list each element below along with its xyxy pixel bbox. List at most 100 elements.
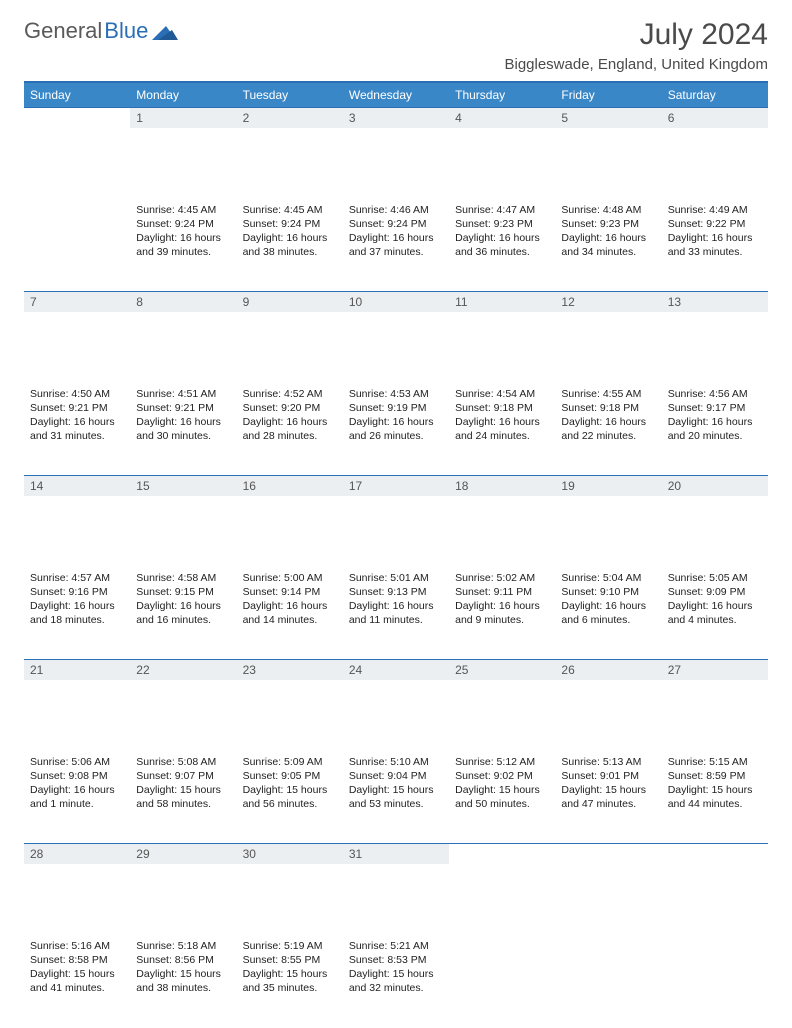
day-body-cell: Sunrise: 5:08 AMSunset: 9:07 PMDaylight:… bbox=[130, 752, 236, 844]
day-body: Sunrise: 4:48 AMSunset: 9:23 PMDaylight:… bbox=[555, 200, 661, 266]
day-body: Sunrise: 5:00 AMSunset: 9:14 PMDaylight:… bbox=[237, 568, 343, 634]
day-line: Daylight: 16 hours and 31 minutes. bbox=[30, 415, 124, 443]
day-body: Sunrise: 4:52 AMSunset: 9:20 PMDaylight:… bbox=[237, 384, 343, 450]
day-body-cell: Sunrise: 4:49 AMSunset: 9:22 PMDaylight:… bbox=[662, 200, 768, 292]
day-number-cell bbox=[555, 844, 661, 936]
week-body-row: Sunrise: 4:50 AMSunset: 9:21 PMDaylight:… bbox=[24, 384, 768, 476]
day-body-cell: Sunrise: 5:10 AMSunset: 9:04 PMDaylight:… bbox=[343, 752, 449, 844]
day-line: Sunset: 9:24 PM bbox=[349, 217, 443, 231]
day-number-cell bbox=[24, 108, 130, 200]
day-number bbox=[662, 844, 768, 850]
day-line: Daylight: 16 hours and 34 minutes. bbox=[561, 231, 655, 259]
day-line: Sunset: 9:23 PM bbox=[561, 217, 655, 231]
day-number-cell: 29 bbox=[130, 844, 236, 936]
day-line: Daylight: 16 hours and 22 minutes. bbox=[561, 415, 655, 443]
day-line: Daylight: 16 hours and 37 minutes. bbox=[349, 231, 443, 259]
day-number-cell: 8 bbox=[130, 292, 236, 384]
day-line: Sunrise: 4:55 AM bbox=[561, 387, 655, 401]
day-number-cell: 10 bbox=[343, 292, 449, 384]
calendar-table: SundayMondayTuesdayWednesdayThursdayFrid… bbox=[24, 81, 768, 1028]
day-number: 29 bbox=[130, 844, 236, 864]
day-line: Sunrise: 4:51 AM bbox=[136, 387, 230, 401]
day-body-cell: Sunrise: 4:50 AMSunset: 9:21 PMDaylight:… bbox=[24, 384, 130, 476]
day-line: Daylight: 16 hours and 16 minutes. bbox=[136, 599, 230, 627]
day-line: Sunrise: 5:18 AM bbox=[136, 939, 230, 953]
day-line: Sunset: 9:15 PM bbox=[136, 585, 230, 599]
day-line: Sunset: 9:09 PM bbox=[668, 585, 762, 599]
day-line: Daylight: 15 hours and 35 minutes. bbox=[243, 967, 337, 995]
day-body: Sunrise: 5:09 AMSunset: 9:05 PMDaylight:… bbox=[237, 752, 343, 818]
day-number-cell: 14 bbox=[24, 476, 130, 568]
day-body-cell: Sunrise: 4:54 AMSunset: 9:18 PMDaylight:… bbox=[449, 384, 555, 476]
day-line: Sunrise: 5:02 AM bbox=[455, 571, 549, 585]
day-number-cell: 7 bbox=[24, 292, 130, 384]
day-line: Sunrise: 5:12 AM bbox=[455, 755, 549, 769]
logo-icon bbox=[152, 22, 178, 40]
day-line: Sunrise: 4:45 AM bbox=[243, 203, 337, 217]
location: Biggleswade, England, United Kingdom bbox=[504, 56, 768, 73]
day-number-cell: 6 bbox=[662, 108, 768, 200]
day-line: Sunrise: 4:50 AM bbox=[30, 387, 124, 401]
week-daynum-row: 28293031 bbox=[24, 844, 768, 936]
day-body-cell bbox=[662, 936, 768, 1028]
logo: GeneralBlue bbox=[24, 18, 178, 44]
day-line: Daylight: 16 hours and 28 minutes. bbox=[243, 415, 337, 443]
day-body-cell: Sunrise: 4:56 AMSunset: 9:17 PMDaylight:… bbox=[662, 384, 768, 476]
day-body-cell: Sunrise: 4:47 AMSunset: 9:23 PMDaylight:… bbox=[449, 200, 555, 292]
day-line: Sunrise: 4:46 AM bbox=[349, 203, 443, 217]
day-line: Sunrise: 4:47 AM bbox=[455, 203, 549, 217]
day-line: Daylight: 15 hours and 56 minutes. bbox=[243, 783, 337, 811]
day-body-cell: Sunrise: 5:13 AMSunset: 9:01 PMDaylight:… bbox=[555, 752, 661, 844]
day-number-cell: 1 bbox=[130, 108, 236, 200]
week-body-row: Sunrise: 4:57 AMSunset: 9:16 PMDaylight:… bbox=[24, 568, 768, 660]
day-number: 23 bbox=[237, 660, 343, 680]
day-number: 10 bbox=[343, 292, 449, 312]
day-line: Daylight: 15 hours and 47 minutes. bbox=[561, 783, 655, 811]
day-number-cell: 17 bbox=[343, 476, 449, 568]
day-line: Daylight: 15 hours and 32 minutes. bbox=[349, 967, 443, 995]
day-line: Sunset: 9:24 PM bbox=[136, 217, 230, 231]
day-body-cell: Sunrise: 4:51 AMSunset: 9:21 PMDaylight:… bbox=[130, 384, 236, 476]
day-line: Sunset: 8:56 PM bbox=[136, 953, 230, 967]
day-line: Daylight: 15 hours and 50 minutes. bbox=[455, 783, 549, 811]
day-body-cell: Sunrise: 4:57 AMSunset: 9:16 PMDaylight:… bbox=[24, 568, 130, 660]
day-line: Daylight: 15 hours and 58 minutes. bbox=[136, 783, 230, 811]
day-line: Daylight: 16 hours and 30 minutes. bbox=[136, 415, 230, 443]
day-number-cell: 3 bbox=[343, 108, 449, 200]
day-body: Sunrise: 4:54 AMSunset: 9:18 PMDaylight:… bbox=[449, 384, 555, 450]
day-line: Sunrise: 4:57 AM bbox=[30, 571, 124, 585]
day-body: Sunrise: 4:45 AMSunset: 9:24 PMDaylight:… bbox=[130, 200, 236, 266]
day-number: 2 bbox=[237, 108, 343, 128]
day-line: Sunrise: 5:08 AM bbox=[136, 755, 230, 769]
day-line: Sunset: 9:10 PM bbox=[561, 585, 655, 599]
day-body bbox=[555, 936, 661, 945]
day-body: Sunrise: 5:02 AMSunset: 9:11 PMDaylight:… bbox=[449, 568, 555, 634]
day-line: Daylight: 16 hours and 36 minutes. bbox=[455, 231, 549, 259]
day-number-cell: 12 bbox=[555, 292, 661, 384]
logo-text-1: General bbox=[24, 18, 102, 44]
day-line: Sunset: 9:24 PM bbox=[243, 217, 337, 231]
day-line: Daylight: 16 hours and 6 minutes. bbox=[561, 599, 655, 627]
day-body-cell: Sunrise: 4:46 AMSunset: 9:24 PMDaylight:… bbox=[343, 200, 449, 292]
day-number-cell: 13 bbox=[662, 292, 768, 384]
day-line: Sunset: 9:02 PM bbox=[455, 769, 549, 783]
day-body-cell: Sunrise: 4:45 AMSunset: 9:24 PMDaylight:… bbox=[130, 200, 236, 292]
day-number: 5 bbox=[555, 108, 661, 128]
day-body: Sunrise: 4:55 AMSunset: 9:18 PMDaylight:… bbox=[555, 384, 661, 450]
week-body-row: Sunrise: 5:06 AMSunset: 9:08 PMDaylight:… bbox=[24, 752, 768, 844]
day-line: Sunrise: 5:15 AM bbox=[668, 755, 762, 769]
day-number bbox=[555, 844, 661, 850]
day-number-cell: 26 bbox=[555, 660, 661, 752]
day-line: Sunset: 9:07 PM bbox=[136, 769, 230, 783]
day-line: Sunrise: 5:04 AM bbox=[561, 571, 655, 585]
day-number: 20 bbox=[662, 476, 768, 496]
day-body: Sunrise: 5:19 AMSunset: 8:55 PMDaylight:… bbox=[237, 936, 343, 1002]
day-line: Daylight: 16 hours and 33 minutes. bbox=[668, 231, 762, 259]
day-line: Sunset: 9:13 PM bbox=[349, 585, 443, 599]
day-body-cell: Sunrise: 5:00 AMSunset: 9:14 PMDaylight:… bbox=[237, 568, 343, 660]
day-body-cell: Sunrise: 4:45 AMSunset: 9:24 PMDaylight:… bbox=[237, 200, 343, 292]
day-header: Friday bbox=[555, 82, 661, 108]
day-line: Daylight: 16 hours and 1 minute. bbox=[30, 783, 124, 811]
day-body: Sunrise: 4:51 AMSunset: 9:21 PMDaylight:… bbox=[130, 384, 236, 450]
day-number-cell: 16 bbox=[237, 476, 343, 568]
